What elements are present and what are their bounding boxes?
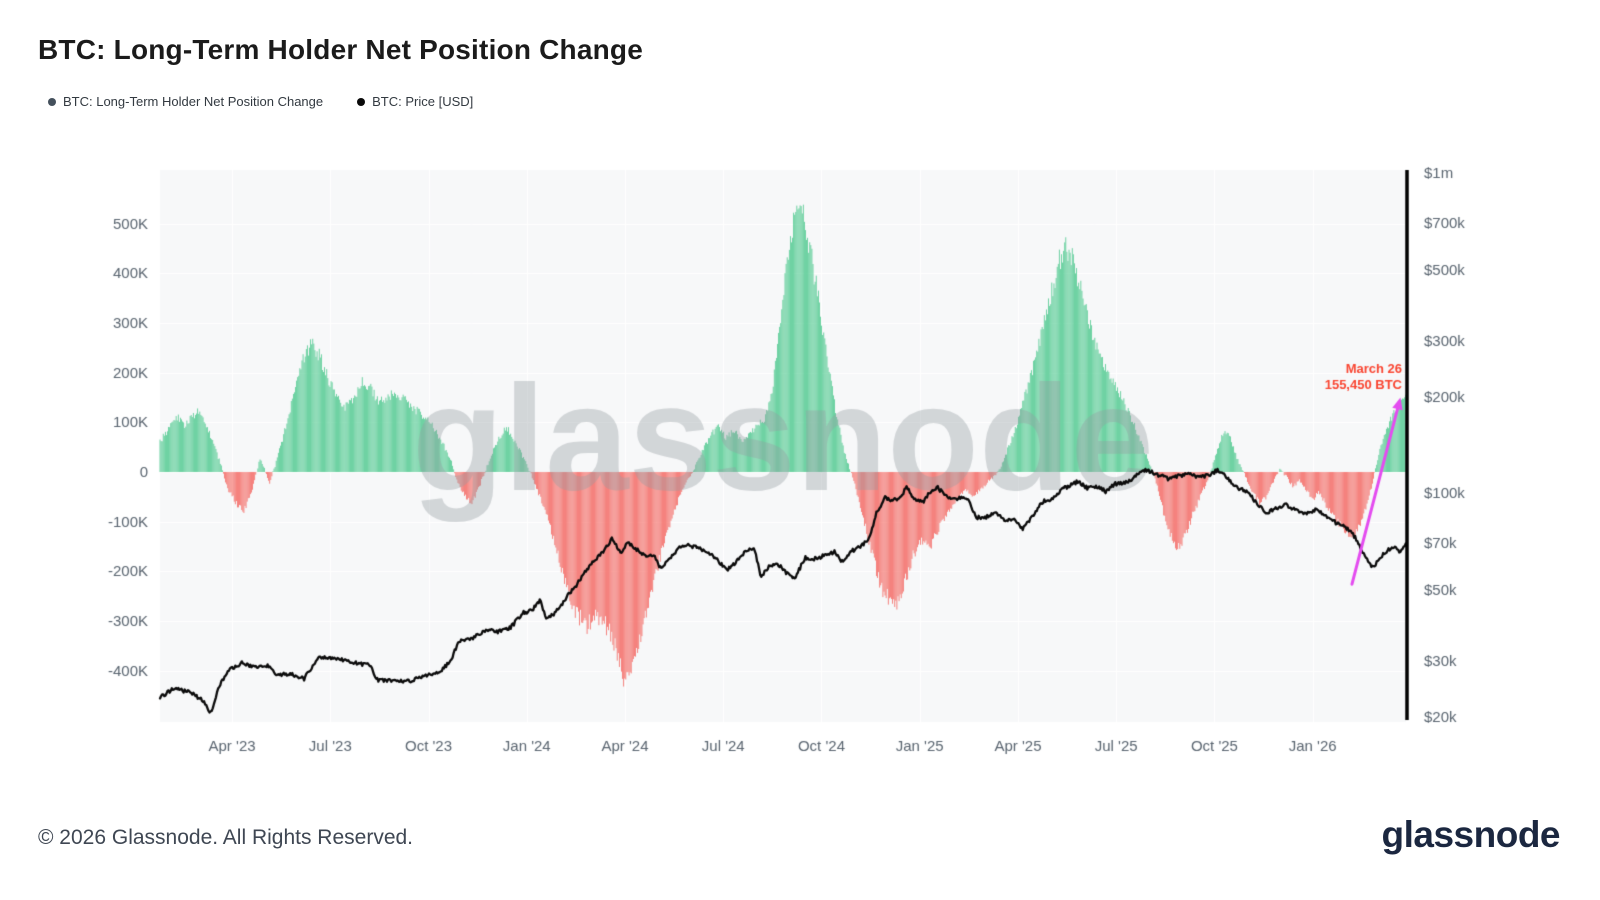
legend-label: BTC: Long-Term Holder Net Position Chang… (63, 94, 324, 109)
legend-dot-icon (357, 97, 366, 106)
legend-item-price[interactable]: BTC: Price [USD] (357, 94, 473, 109)
legend-label: BTC: Price [USD] (372, 94, 474, 109)
chart-legend: BTC: Long-Term Holder Net Position Chang… (48, 94, 473, 109)
glassnode-logo: glassnode (1381, 814, 1561, 855)
page-title: BTC: Long-Term Holder Net Position Chang… (38, 34, 644, 65)
legend-item-net-position-change[interactable]: BTC: Long-Term Holder Net Position Chang… (48, 94, 323, 109)
legend-dot-icon (48, 97, 56, 106)
copyright-text: © 2026 Glassnode. All Rights Reserved. (38, 826, 414, 849)
